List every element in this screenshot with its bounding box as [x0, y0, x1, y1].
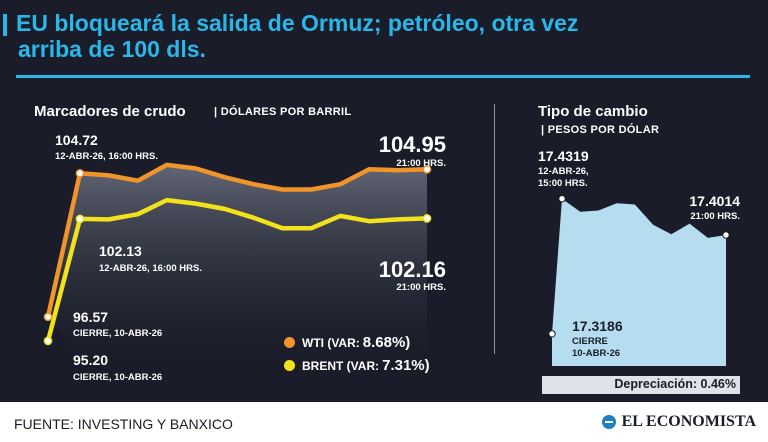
headline-rule — [16, 75, 750, 78]
footer — [0, 402, 768, 442]
legend-wti-swatch — [284, 337, 295, 348]
wti-peak-note: 12-ABR-26, 16:00 HRS. — [55, 151, 158, 162]
brent-series-line — [45, 197, 430, 344]
brent-peak-value: 102.13 — [99, 243, 142, 259]
legend-brent-value: 7.31%) — [382, 357, 430, 374]
fx-close-value: 17.3186 — [572, 318, 623, 334]
wti-close-note: CIERRE, 10-ABR-26 — [73, 328, 162, 339]
fx-area — [552, 198, 726, 366]
fx-close-note-2: 10-ABR-26 — [572, 348, 620, 359]
panel-divider — [494, 104, 495, 354]
wti-start-point — [43, 312, 53, 322]
fx-peak-note-1: 12-ABR-26, — [538, 166, 589, 177]
legend-wti-value: 8.68%) — [362, 334, 411, 351]
headline-accent-bar — [3, 14, 7, 36]
legend-brent-swatch — [284, 360, 295, 371]
fx-last-note: 21:00 HRS. — [690, 211, 740, 222]
legend-wti-label: WTI (VAR: — [302, 335, 360, 350]
fx-close-point — [548, 330, 556, 338]
brent-start-point — [43, 336, 53, 346]
brent-last-note: 21:00 HRS. — [396, 282, 446, 293]
brent-peak-point — [75, 214, 85, 224]
depreciation-bar: Depreciación: 0.46% — [540, 376, 740, 394]
crude-panel-title: Marcadores de crudo — [34, 103, 186, 120]
fx-peak-point — [558, 194, 566, 203]
brand-logo: EL ECONOMISTA — [601, 413, 756, 431]
legend-brent-label: BRENT (VAR: — [302, 358, 380, 373]
brand-mark-icon — [601, 415, 616, 429]
crude-panel-unit: | DÓLARES POR BARRIL — [214, 106, 352, 118]
fx-peak-value: 17.4319 — [538, 148, 589, 164]
fx-close-note-1: CIERRE — [572, 336, 608, 347]
headline-line-1: EU bloqueará la salida de Ormuz; petróle… — [16, 10, 579, 36]
fx-panel-title: Tipo de cambio — [538, 103, 648, 120]
crude-chart: 104.72 12-ABR-26, 16:00 HRS. 104.95 21:0… — [43, 132, 446, 383]
fx-panel-unit: | PESOS POR DÓLAR — [541, 124, 660, 136]
wti-series-line — [45, 162, 430, 320]
fx-last-point — [722, 231, 730, 239]
wti-last-note: 21:00 HRS. — [396, 158, 446, 169]
headline: EU bloqueará la salida de Ormuz; petróle… — [16, 10, 756, 62]
brent-last-value: 102.16 — [379, 257, 446, 282]
brand-name: EL ECONOMISTA — [621, 413, 756, 430]
brent-end-point — [422, 214, 432, 223]
wti-peak-point — [75, 168, 85, 178]
brent-close-value: 95.20 — [73, 352, 108, 368]
fx-chart: 17.4319 12-ABR-26, 15:00 HRS. 17.4014 21… — [538, 148, 740, 366]
wti-end-point — [422, 164, 432, 174]
legend-wti: WTI (VAR: 8.68%) — [284, 334, 410, 351]
wti-last-value: 104.95 — [379, 132, 446, 157]
depreciation-label: Depreciación: 0.46% — [614, 377, 736, 391]
wti-close-value: 96.57 — [73, 309, 108, 325]
brent-close-note: CIERRE, 10-ABR-26 — [73, 372, 162, 383]
legend-brent: BRENT (VAR: 7.31%) — [284, 357, 430, 374]
brent-peak-note: 12-ABR-26, 16:00 HRS. — [99, 263, 202, 274]
fx-peak-note-2: 15:00 HRS. — [538, 178, 588, 189]
wti-peak-value: 104.72 — [55, 132, 98, 148]
source-note: FUENTE: INVESTING Y BANXICO — [14, 416, 233, 432]
headline-line-2: arriba de 100 dls. — [18, 36, 206, 62]
fx-last-value: 17.4014 — [689, 193, 740, 209]
